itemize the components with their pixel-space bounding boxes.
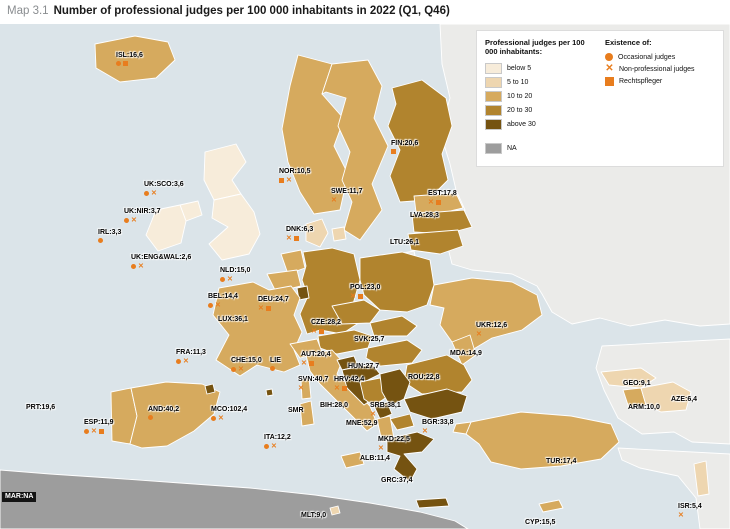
europe-map: ISL:16,6 NOR:10,5 ✕ SWE:11,7 ✕ FIN:20,6 DNK:6,… — [0, 24, 730, 529]
legend-scale-title: Professional judges per 100 000 inhabita… — [485, 38, 585, 57]
legend-class-label: 5 to 10 — [507, 78, 529, 86]
legend-existence-column: Existence of: Occasional judges ✕ Non-prof… — [605, 38, 715, 157]
legend-swatch-20to30 — [485, 104, 502, 116]
country-denmark — [305, 218, 329, 248]
country-iceland — [94, 35, 176, 83]
country-poland — [359, 251, 435, 313]
country-italy-sardinia — [299, 400, 315, 427]
legend-existence-title: Existence of: — [605, 38, 652, 47]
country-latvia — [411, 209, 473, 235]
country-bulgaria — [403, 388, 468, 420]
legend-item-circle: Occasional judges — [605, 53, 715, 62]
country-finland — [387, 79, 453, 203]
legend-swatch-below5 — [485, 62, 502, 74]
legend-swatch-above30 — [485, 118, 502, 130]
country-slovenia — [336, 355, 359, 371]
legend-class-list: below 5 5 to 10 10 to 20 20 to 30 above 30 — [485, 62, 595, 130]
figure-title: Map 3.1 Number of professional judges per… — [7, 5, 450, 17]
country-azerbaijan — [640, 381, 692, 413]
country-israel — [693, 460, 710, 497]
country-ireland — [145, 204, 187, 252]
country-france — [212, 281, 303, 377]
country-uk-scotland — [203, 143, 247, 201]
legend-item-5to10: 5 to 10 — [485, 76, 595, 88]
legend-item-below5: below 5 — [485, 62, 595, 74]
occasional-judges-symbol — [605, 53, 613, 62]
legend-symbol-label: Occasional judges — [618, 53, 676, 61]
legend-scale-column: Professional judges per 100 000 inhabita… — [485, 38, 595, 157]
legend-swatch-5to10 — [485, 76, 502, 88]
rechtspfleger-symbol — [605, 77, 614, 87]
legend-class-label: 20 to 30 — [507, 106, 533, 114]
country-hungary — [365, 339, 423, 367]
country-malta — [329, 505, 341, 516]
country-spain — [129, 381, 221, 449]
country-denmark-island — [331, 226, 347, 242]
landmass-north-africa — [0, 469, 469, 529]
country-czechia — [331, 299, 381, 325]
legend-item-20to30: 20 to 30 — [485, 104, 595, 116]
legend-item-na: NA — [485, 142, 595, 154]
country-lithuania — [407, 229, 464, 255]
country-andorra — [204, 383, 216, 395]
legend-class-label: 10 to 20 — [507, 92, 533, 100]
na-swatch — [485, 142, 502, 154]
legend-item-square: Rechtspfleger — [605, 77, 715, 87]
country-turkiye-thrace — [452, 421, 472, 435]
country-cyprus — [538, 499, 564, 513]
legend-item-10to20: 10 to 20 — [485, 90, 595, 102]
country-uk-england-wales — [208, 193, 261, 261]
legend-swatch-10to20 — [485, 90, 502, 102]
country-moldova — [451, 334, 477, 366]
country-ukraine — [429, 277, 543, 351]
country-greece-crete — [415, 497, 450, 509]
country-belgium — [266, 269, 302, 293]
country-slovakia — [369, 315, 418, 337]
figure-number: Map 3.1 — [7, 5, 49, 17]
country-greece — [386, 431, 435, 483]
legend-item-cross: ✕ Non-professional judges — [605, 64, 715, 74]
country-turkiye — [465, 411, 620, 470]
legend-class-label: above 30 — [507, 120, 536, 128]
country-monaco — [265, 388, 274, 397]
non-professional-judges-symbol: ✕ — [605, 63, 614, 75]
country-france-corsica — [300, 376, 312, 400]
country-italy-sicily — [340, 451, 365, 469]
legend-class-label: below 5 — [507, 64, 532, 72]
legend-symbol-label: Rechtspfleger — [619, 78, 663, 86]
country-georgia — [600, 367, 657, 389]
legend-symbol-label: Non-professional judges — [619, 65, 695, 73]
map-legend: Professional judges per 100 000 inhabita… — [476, 30, 724, 167]
country-north-macedonia — [389, 413, 415, 431]
figure-heading: Number of professional judges per 100 00… — [53, 5, 450, 17]
legend-symbol-list: Occasional judges ✕ Non-professional judge… — [605, 53, 715, 87]
legend-na-label: NA — [507, 144, 517, 152]
legend-item-above30: above 30 — [485, 118, 595, 130]
country-montenegro — [373, 401, 393, 420]
